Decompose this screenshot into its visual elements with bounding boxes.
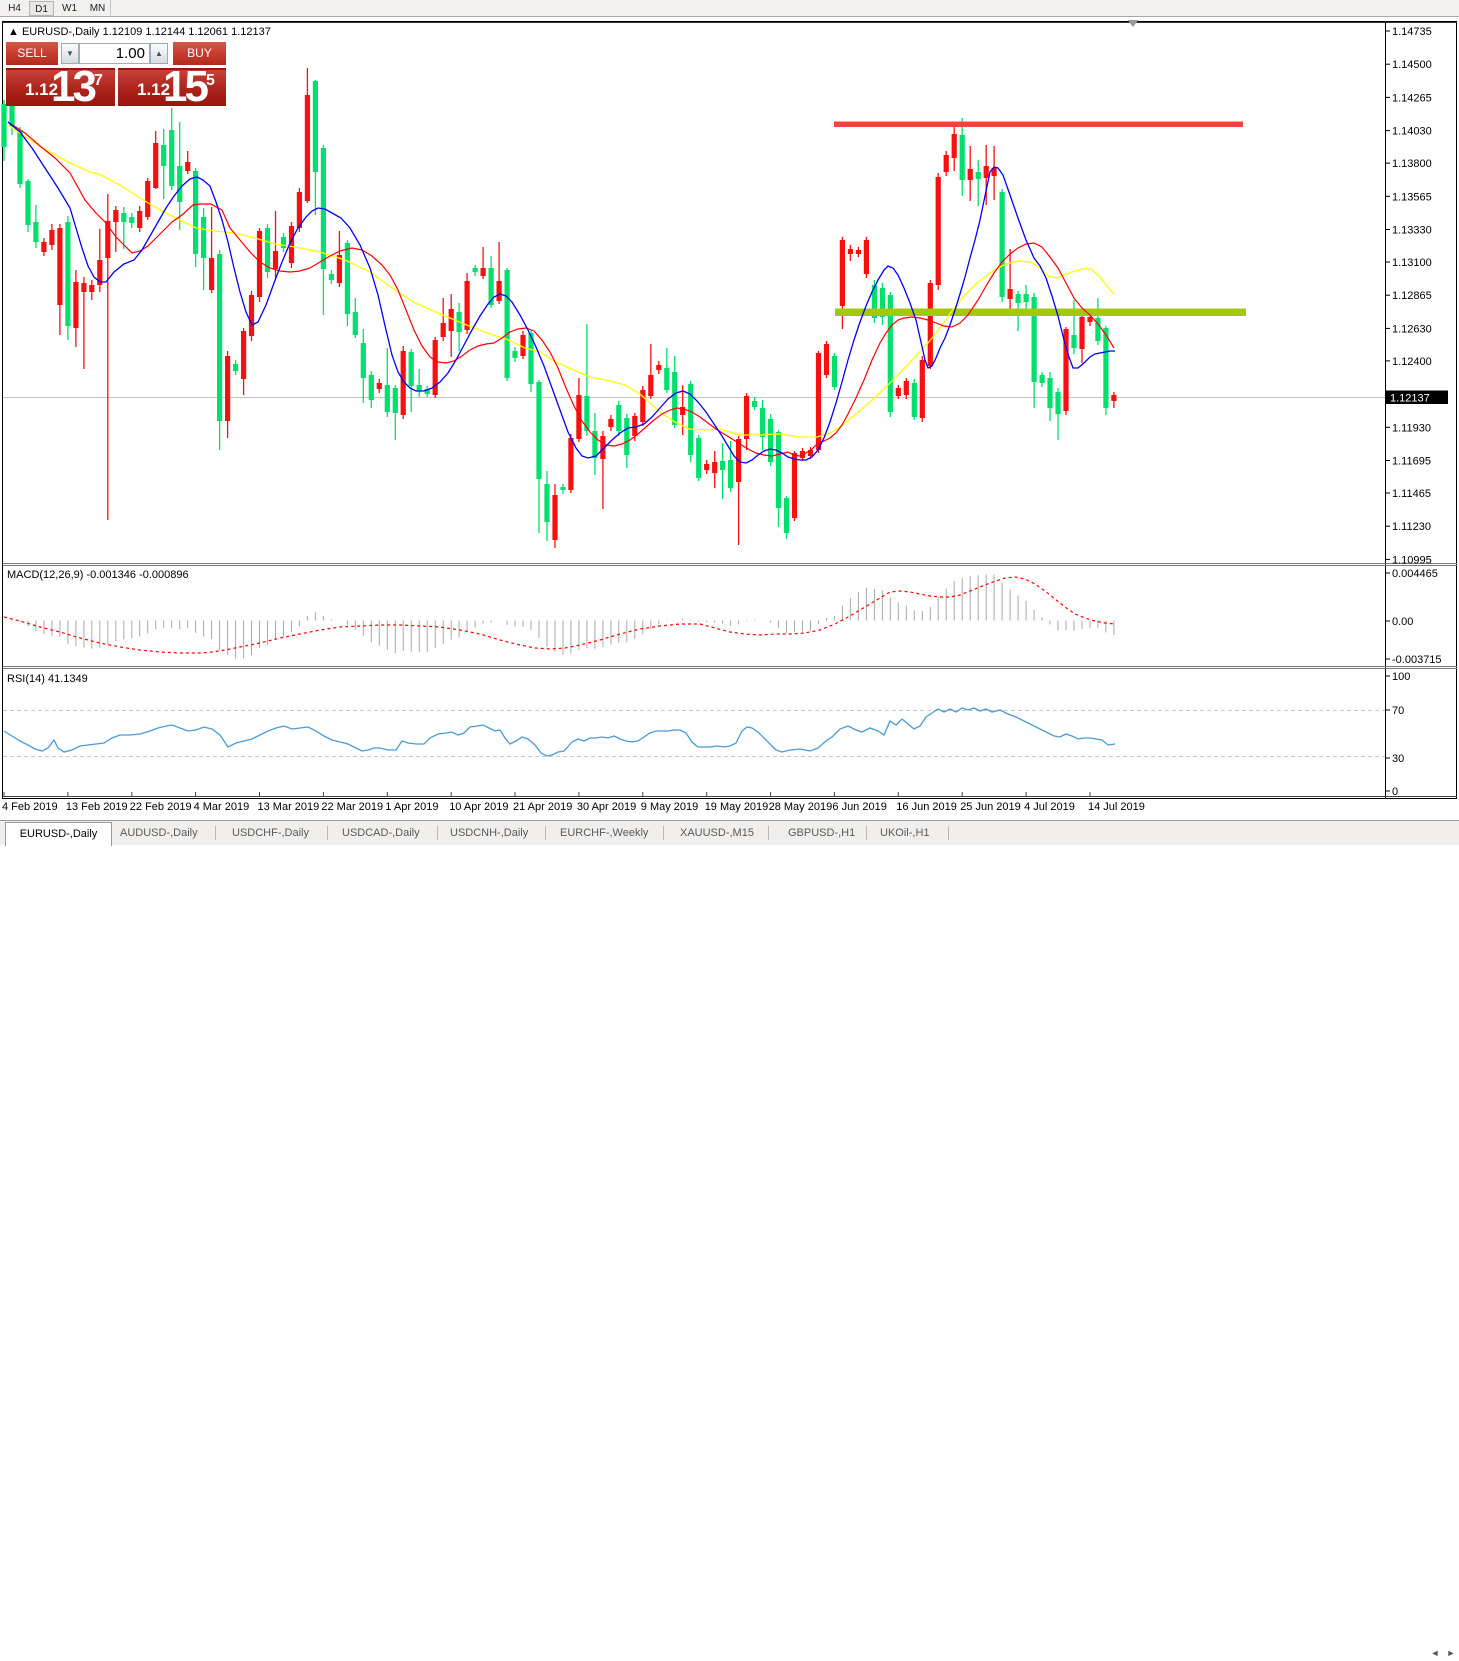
svg-text:28 May 2019: 28 May 2019 [769, 801, 833, 813]
svg-text:0: 0 [1392, 786, 1398, 798]
svg-text:MACD(12,26,9) -0.001346 -0.000: MACD(12,26,9) -0.001346 -0.000896 [7, 569, 189, 581]
svg-text:9 May 2019: 9 May 2019 [641, 801, 698, 813]
svg-text:0.004465: 0.004465 [1392, 568, 1438, 580]
svg-text:22 Feb 2019: 22 Feb 2019 [130, 801, 192, 813]
svg-text:70: 70 [1392, 705, 1404, 717]
svg-text:1 Apr 2019: 1 Apr 2019 [385, 801, 438, 813]
svg-text:30 Apr 2019: 30 Apr 2019 [577, 801, 636, 813]
svg-text:22 Mar 2019: 22 Mar 2019 [321, 801, 383, 813]
svg-text:4 Mar 2019: 4 Mar 2019 [194, 801, 250, 813]
svg-text:21 Apr 2019: 21 Apr 2019 [513, 801, 572, 813]
svg-text:19 May 2019: 19 May 2019 [705, 801, 769, 813]
svg-text:1.12865: 1.12865 [1392, 290, 1432, 302]
svg-text:1.12400: 1.12400 [1392, 356, 1432, 368]
svg-text:1.13100: 1.13100 [1392, 257, 1432, 269]
svg-text:▲ EURUSD-,Daily 1.12109 1.12: ▲ EURUSD-,Daily 1.12109 1.12144 1.12061 … [8, 26, 271, 38]
svg-text:1.11465: 1.11465 [1392, 488, 1431, 500]
svg-text:RSI(14) 41.1349: RSI(14) 41.1349 [7, 673, 88, 685]
svg-text:30: 30 [1392, 753, 1404, 765]
svg-text:10 Apr 2019: 10 Apr 2019 [449, 801, 508, 813]
svg-text:6 Jun 2019: 6 Jun 2019 [832, 801, 886, 813]
svg-text:1.11230: 1.11230 [1392, 521, 1431, 533]
svg-text:1.12137: 1.12137 [1390, 393, 1430, 405]
svg-text:1.12630: 1.12630 [1392, 323, 1432, 335]
svg-text:0.00: 0.00 [1392, 616, 1413, 628]
svg-text:13 Mar 2019: 13 Mar 2019 [258, 801, 320, 813]
svg-text:14 Jul 2019: 14 Jul 2019 [1088, 801, 1145, 813]
svg-text:1.13565: 1.13565 [1392, 191, 1432, 203]
svg-text:1.13800: 1.13800 [1392, 158, 1432, 170]
svg-text:13 Feb 2019: 13 Feb 2019 [66, 801, 128, 813]
svg-text:25 Jun 2019: 25 Jun 2019 [960, 801, 1021, 813]
svg-text:-0.003715: -0.003715 [1392, 654, 1442, 666]
svg-text:1.14265: 1.14265 [1392, 92, 1432, 104]
svg-text:1.14030: 1.14030 [1392, 126, 1432, 138]
svg-text:1.11695: 1.11695 [1392, 456, 1431, 468]
svg-text:16 Jun 2019: 16 Jun 2019 [896, 801, 957, 813]
svg-text:1.10995: 1.10995 [1392, 554, 1432, 566]
svg-text:1.14735: 1.14735 [1392, 26, 1432, 38]
svg-text:1.14500: 1.14500 [1392, 59, 1432, 71]
svg-text:1.11930: 1.11930 [1392, 422, 1431, 434]
svg-text:1.13330: 1.13330 [1392, 225, 1432, 237]
svg-text:4 Feb 2019: 4 Feb 2019 [2, 801, 58, 813]
svg-text:100: 100 [1392, 671, 1410, 683]
svg-text:4 Jul 2019: 4 Jul 2019 [1024, 801, 1075, 813]
